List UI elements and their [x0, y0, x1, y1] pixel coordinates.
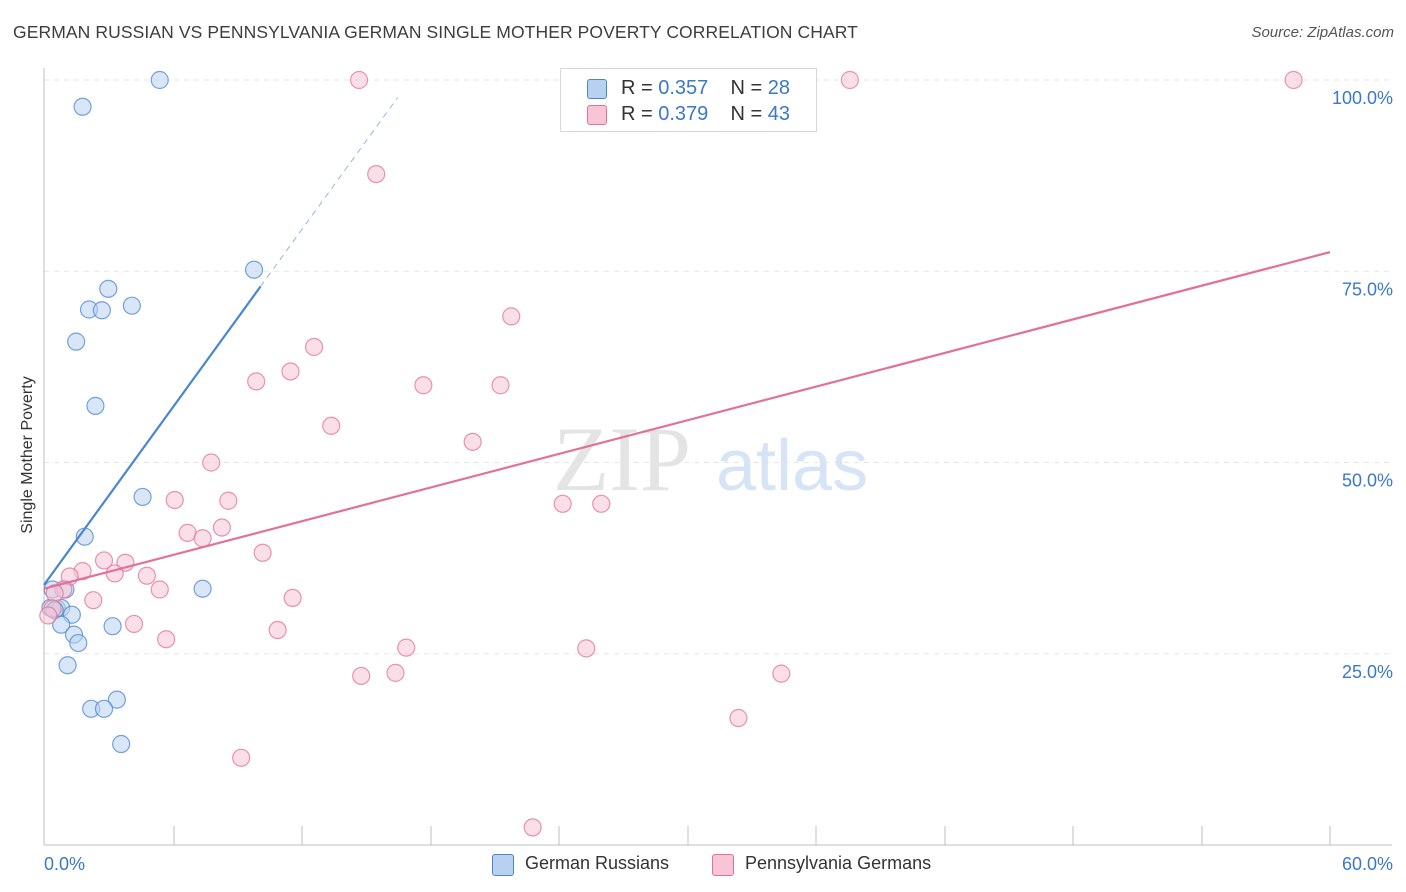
x-tick-label: 0.0% — [44, 854, 85, 874]
german-russians-point — [107, 690, 126, 709]
german-russians-point — [99, 279, 118, 298]
pennsylvania-germans-point — [729, 708, 748, 728]
pennsylvania-germans-point — [502, 307, 521, 326]
source-label: Source: ZipAtlas.com — [1251, 24, 1394, 41]
legend-label-german-russians: German Russians — [525, 853, 670, 873]
german-russians-point — [58, 656, 77, 675]
german-russians-point — [193, 579, 212, 598]
y-tick-label: 25.0% — [1342, 662, 1393, 682]
german-russians-trend-line — [43, 285, 262, 586]
r-value: 0.357 — [658, 77, 709, 99]
pennsylvania-germans-point — [212, 518, 231, 537]
german-russians-trend-line-extension — [260, 97, 399, 287]
n-value: 43 — [767, 103, 791, 125]
chart-title: GERMAN RUSSIAN VS PENNSYLVANIA GERMAN SI… — [13, 22, 858, 42]
pennsylvania-germans-point — [577, 639, 596, 658]
pennsylvania-germans-point — [322, 416, 341, 435]
pennsylvania-germans-point — [105, 564, 124, 583]
pennsylvania-germans-point — [165, 490, 184, 510]
german-russians-point — [52, 615, 71, 634]
german-russians-points — [41, 70, 264, 754]
r-label: R = — [621, 103, 659, 125]
pennsylvania-germans-point — [84, 591, 103, 610]
german-russians-point — [150, 70, 169, 90]
pennsylvania-germans-point — [283, 588, 302, 608]
german-russians-point — [133, 487, 152, 507]
pennsylvania-germans-swatch — [587, 105, 607, 125]
pennsylvania-germans-point — [268, 620, 287, 640]
pennsylvania-germans-point — [193, 529, 212, 548]
german-russians-point — [94, 699, 114, 718]
pennsylvania-germans-point — [463, 432, 482, 451]
german-russians-point — [112, 734, 131, 754]
pennsylvania-germans-point — [414, 376, 433, 395]
german-russians-point — [86, 396, 105, 415]
pennsylvania-germans-point — [94, 551, 114, 570]
axes — [43, 68, 1392, 846]
pennsylvania-germans-point — [150, 580, 169, 599]
legend-item-pennsylvania-germans: Pennsylvania Germans — [712, 852, 962, 878]
n-label: N = — [730, 103, 768, 125]
german-russians-point — [67, 332, 86, 351]
watermark-zip: ZIP — [553, 408, 691, 510]
german-russians-point — [244, 260, 264, 279]
watermark: ZIP atlas — [553, 408, 868, 510]
pennsylvania-germans-point — [281, 362, 300, 381]
watermark-atlas: atlas — [716, 426, 868, 506]
r-label: R = — [621, 77, 659, 99]
pennsylvania-germans-point — [219, 491, 238, 510]
y-tick-label: 100.0% — [1332, 88, 1393, 108]
legend-item-german-russians: German Russians — [492, 852, 692, 878]
german-russians-swatch — [587, 79, 607, 99]
pennsylvania-germans-point — [137, 566, 156, 585]
pennsylvania-germans-legend-swatch — [712, 854, 734, 876]
pennsylvania-germans-point — [367, 164, 386, 184]
pennsylvania-germans-point — [349, 70, 369, 90]
stats-legend: R = 0.357 N = 28 R = 0.379 N = 43 — [560, 68, 817, 132]
pennsylvania-germans-point — [1284, 70, 1303, 90]
pennsylvania-germans-point — [304, 337, 324, 357]
n-value: 28 — [767, 77, 791, 99]
german-russians-point — [69, 633, 88, 653]
pennsylvania-germans-point — [157, 630, 176, 649]
pennsylvania-germans-point — [352, 666, 371, 686]
german-russians-point — [92, 301, 111, 320]
pennsylvania-germans-trend-line — [43, 251, 1331, 590]
german-russians-legend-swatch — [492, 854, 514, 876]
pennsylvania-germans-point — [253, 543, 272, 562]
pennsylvania-germans-point — [232, 748, 251, 767]
x-tick-label: 60.0% — [1342, 854, 1393, 874]
german-russians-point — [73, 97, 92, 116]
pennsylvania-germans-point — [124, 614, 144, 634]
pennsylvania-germans-point — [553, 494, 572, 513]
y-tick-label: 50.0% — [1342, 471, 1393, 491]
legend-label-pennsylvania-germans: Pennsylvania Germans — [745, 853, 932, 873]
pennsylvania-germans-point — [39, 606, 58, 625]
pennsylvania-germans-point — [247, 372, 266, 391]
tick-labels: 25.0% 50.0% 75.0% 100.0% 0.0% 60.0% — [44, 88, 1393, 874]
pennsylvania-germans-point — [491, 376, 510, 395]
pennsylvania-germans-point — [772, 664, 791, 683]
pennsylvania-germans-point — [397, 638, 416, 657]
german-russians-point — [103, 617, 122, 636]
r-value: 0.379 — [658, 103, 709, 125]
pennsylvania-germans-point — [840, 70, 859, 90]
pennsylvania-germans-point — [386, 663, 405, 682]
german-russians-point — [122, 296, 141, 315]
gridlines — [44, 79, 1392, 655]
pennsylvania-germans-point — [523, 818, 542, 837]
pennsylvania-germans-point — [592, 494, 611, 513]
trend-lines — [43, 97, 1331, 590]
n-label: N = — [730, 77, 768, 99]
pennsylvania-germans-points — [39, 70, 1303, 837]
y-tick-label: 75.0% — [1342, 279, 1393, 299]
pennsylvania-germans-point — [202, 453, 221, 472]
